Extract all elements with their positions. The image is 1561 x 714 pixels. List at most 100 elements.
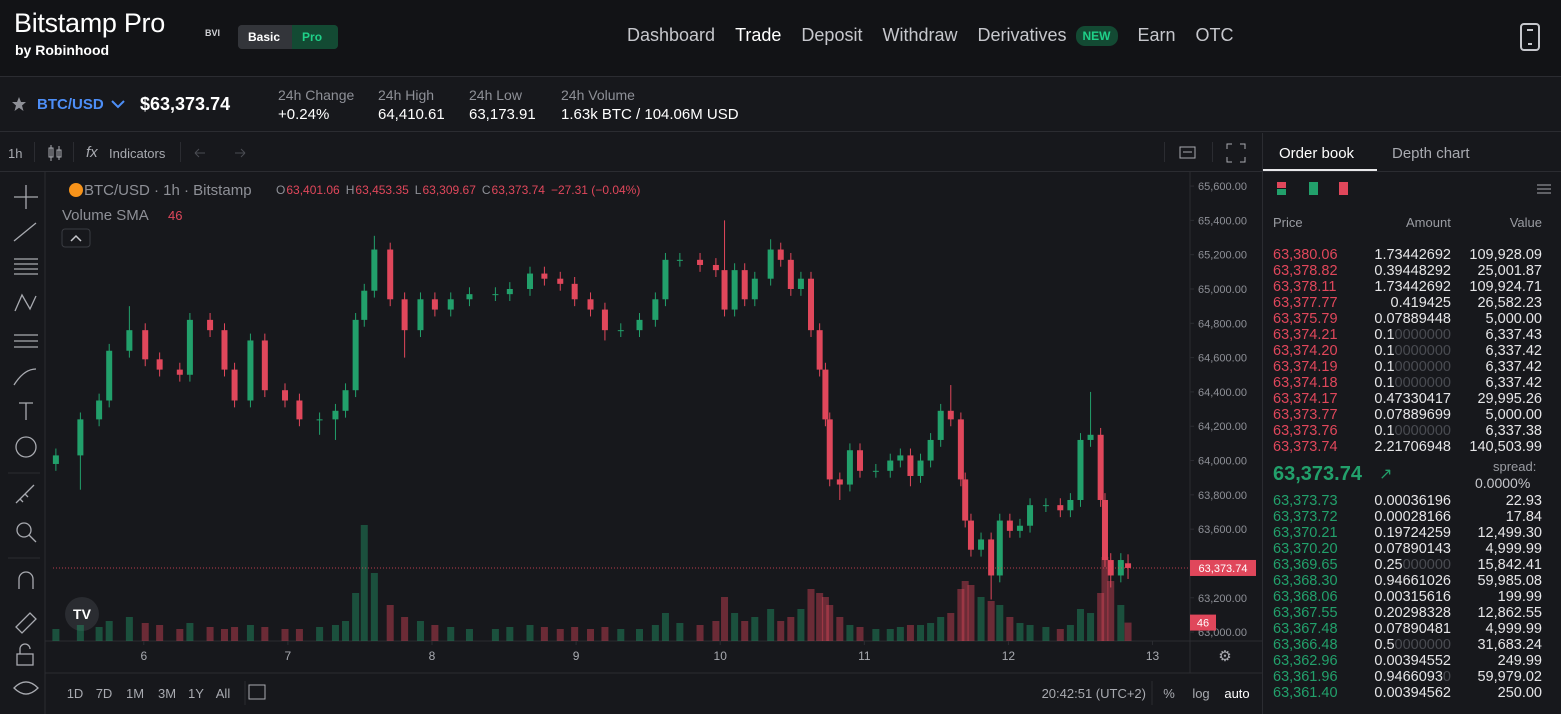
ask-row[interactable]: 63,378.11 1.73442692 109,924.71 bbox=[1273, 279, 1542, 295]
amount: 0.10000000 bbox=[1374, 359, 1451, 375]
nav-item[interactable]: Dashboard bbox=[627, 25, 715, 46]
ask-row[interactable]: 63,373.76 0.10000000 6,337.38 bbox=[1273, 423, 1542, 439]
nav-label[interactable]: Dashboard bbox=[627, 25, 716, 45]
ask-row[interactable]: 63,374.17 0.47330417 29,995.26 bbox=[1273, 391, 1542, 407]
mode-option[interactable]: Pro bbox=[292, 25, 339, 49]
scale-option[interactable]: log bbox=[1192, 686, 1209, 701]
book-view-toggles[interactable] bbox=[1277, 181, 1561, 197]
logo[interactable]: Bitstamp Pro bbox=[14, 8, 165, 38]
volume-bar bbox=[526, 625, 534, 641]
ask-row[interactable]: 63,374.20 0.10000000 6,337.42 bbox=[1273, 343, 1542, 359]
tv-logo[interactable] bbox=[65, 597, 99, 631]
snapshot-icon[interactable] bbox=[1178, 144, 1198, 162]
amount: 0.10000000 bbox=[1374, 375, 1451, 391]
nav-label[interactable]: Withdraw bbox=[882, 25, 958, 45]
nav-label[interactable]: OTC bbox=[1195, 25, 1234, 45]
chart-type-icon[interactable] bbox=[46, 144, 64, 162]
bid-row[interactable]: 63,361.96 0.94660930 59,979.02 bbox=[1273, 669, 1542, 685]
mobile-icon[interactable] bbox=[1519, 23, 1541, 51]
y-tick-label: 63,600.00 bbox=[1198, 524, 1247, 536]
favorite-star[interactable] bbox=[11, 96, 27, 112]
nav-label[interactable]: Earn bbox=[1137, 25, 1176, 45]
candle-body bbox=[697, 259, 704, 265]
book-tab[interactable]: Order book bbox=[1279, 145, 1355, 162]
interval[interactable]: 1h bbox=[8, 146, 23, 161]
bid-row[interactable]: 63,367.55 0.20298328 12,862.55 bbox=[1273, 605, 1542, 621]
bid-row[interactable]: 63,368.30 0.94661026 59,985.08 bbox=[1273, 573, 1542, 589]
range-button[interactable]: 1Y bbox=[188, 686, 204, 701]
logo-badge: BVI bbox=[205, 28, 221, 38]
volume-bar bbox=[917, 625, 925, 641]
volume-bar bbox=[176, 629, 184, 641]
price: 63,361.96 bbox=[1273, 669, 1338, 685]
bid-row[interactable]: 63,361.40 0.00394562 250.00 bbox=[1273, 685, 1542, 701]
nav-item[interactable]: Withdraw bbox=[882, 25, 957, 46]
nav-item[interactable]: Trade bbox=[735, 25, 781, 46]
bid-row[interactable]: 63,370.21 0.19724259 12,499.30 bbox=[1273, 525, 1542, 541]
bid-row[interactable]: 63,362.96 0.00394552 249.99 bbox=[1273, 653, 1542, 669]
candle-body bbox=[1125, 563, 1132, 568]
order-book-panel: Order book Depth chart Price Amount Value 6… bbox=[1262, 133, 1561, 714]
candle-body bbox=[352, 319, 359, 391]
bid-row[interactable]: 63,368.06 0.00315616 199.99 bbox=[1273, 589, 1542, 605]
range-button[interactable]: 1D bbox=[67, 686, 84, 701]
divider bbox=[180, 142, 181, 162]
book-tab[interactable]: Depth chart bbox=[1392, 145, 1470, 162]
drawing-tools[interactable] bbox=[13, 185, 39, 695]
bid-row[interactable]: 63,373.73 0.00036196 22.93 bbox=[1273, 493, 1542, 509]
ask-row[interactable]: 63,380.06 1.73442692 109,928.09 bbox=[1273, 247, 1542, 263]
ask-row[interactable]: 63,378.82 0.39448292 25,001.87 bbox=[1273, 263, 1542, 279]
collapse-legend[interactable] bbox=[61, 228, 91, 248]
volume-bar bbox=[1066, 625, 1074, 641]
candle-body bbox=[571, 283, 578, 300]
scale-option[interactable]: % bbox=[1163, 686, 1175, 701]
value: 5,000.00 bbox=[1485, 311, 1542, 327]
ask-row[interactable]: 63,374.21 0.10000000 6,337.43 bbox=[1273, 327, 1542, 343]
nav-label[interactable]: Trade bbox=[735, 25, 782, 45]
fullscreen-icon[interactable] bbox=[1226, 143, 1246, 163]
nav-badge: NEW bbox=[1075, 25, 1118, 46]
bid-row[interactable]: 63,373.72 0.00028166 17.84 bbox=[1273, 509, 1542, 525]
fx-icon[interactable]: fx bbox=[85, 143, 103, 163]
undo-redo[interactable] bbox=[192, 145, 252, 161]
volume-bar bbox=[571, 627, 579, 641]
scale-option[interactable]: auto bbox=[1224, 686, 1249, 701]
settings-icon[interactable]: ⚙ bbox=[1218, 648, 1231, 665]
ask-row[interactable]: 63,373.77 0.07889699 5,000.00 bbox=[1273, 407, 1542, 423]
column-header: Amount bbox=[1406, 215, 1451, 230]
ask-row[interactable]: 63,374.18 0.10000000 6,337.42 bbox=[1273, 375, 1542, 391]
range-button[interactable]: 1M bbox=[126, 686, 144, 701]
range-button[interactable]: 7D bbox=[96, 686, 113, 701]
bid-row[interactable]: 63,366.48 0.50000000 31,683.24 bbox=[1273, 637, 1542, 653]
volume-bar bbox=[125, 617, 133, 641]
nav-label[interactable]: Derivatives bbox=[977, 25, 1067, 45]
nav-item[interactable]: Derivatives NEW bbox=[977, 25, 1118, 46]
nav-item[interactable]: OTC bbox=[1196, 25, 1234, 46]
pair-chevron[interactable] bbox=[111, 99, 125, 109]
ask-row[interactable]: 63,375.79 0.07889448 5,000.00 bbox=[1273, 311, 1542, 327]
mode-option[interactable]: Basic bbox=[238, 25, 293, 49]
range-button[interactable]: All bbox=[216, 686, 231, 701]
ask-row[interactable]: 63,377.77 0.419425 26,582.23 bbox=[1273, 295, 1542, 311]
date-range-icon[interactable] bbox=[248, 684, 266, 700]
nav-label[interactable]: Deposit bbox=[801, 25, 863, 45]
volume-bar bbox=[231, 627, 239, 641]
volume-bar bbox=[961, 581, 969, 641]
nav-item[interactable]: Deposit bbox=[801, 25, 862, 46]
indicators-button[interactable]: Indicators bbox=[109, 146, 166, 161]
volume-bar bbox=[846, 625, 854, 641]
bid-row[interactable]: 63,367.48 0.07890481 4,999.99 bbox=[1273, 621, 1542, 637]
candle-body bbox=[822, 369, 829, 420]
volume-bar bbox=[856, 627, 864, 641]
ask-row[interactable]: 63,374.19 0.10000000 6,337.42 bbox=[1273, 359, 1542, 375]
amount: 0.50000000 bbox=[1374, 637, 1451, 653]
pair-selector[interactable]: BTC/USD bbox=[37, 96, 104, 113]
volume-bar bbox=[651, 625, 659, 641]
nav-item[interactable]: Earn bbox=[1138, 25, 1176, 46]
range-button[interactable]: 3M bbox=[158, 686, 176, 701]
mode-toggle: Basic Pro bbox=[238, 25, 339, 49]
bid-row[interactable]: 63,369.65 0.25000000 15,842.41 bbox=[1273, 557, 1542, 573]
bid-row[interactable]: 63,370.20 0.07890143 4,999.99 bbox=[1273, 541, 1542, 557]
ask-row[interactable]: 63,373.74 2.21706948 140,503.99 bbox=[1273, 439, 1542, 455]
y-tick-label: 64,600.00 bbox=[1198, 353, 1247, 365]
